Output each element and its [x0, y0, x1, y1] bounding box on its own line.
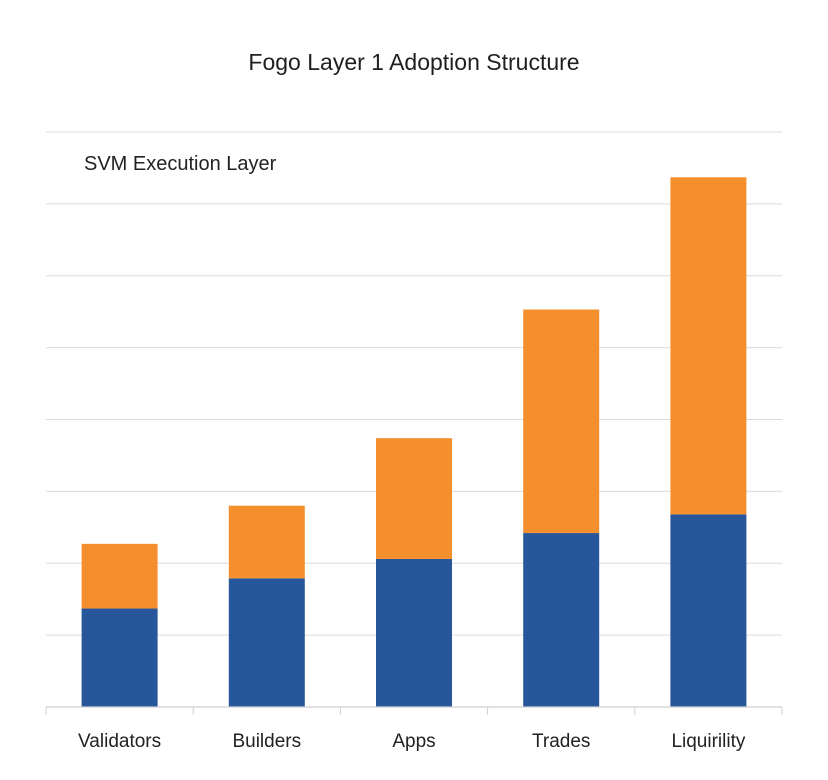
bar-apps-segment-2	[376, 438, 452, 559]
x-tick-label: Validators	[78, 731, 161, 752]
bar-apps-segment-1	[376, 558, 452, 707]
x-tick-labels: Validators Builders Apps Trades Liquirility	[78, 731, 746, 752]
x-tick-label: Trades	[532, 731, 590, 752]
x-axis	[45, 706, 783, 715]
x-tick-label: Liquirility	[671, 731, 745, 752]
bar-validators-segment-1	[81, 608, 158, 707]
bars	[81, 177, 747, 707]
x-tick-label: Apps	[392, 731, 435, 752]
bar-builders-segment-2	[228, 505, 305, 579]
chart-title: Fogo Layer 1 Adoption Structure	[248, 49, 579, 75]
x-tick-label: Builders	[232, 731, 301, 752]
bar-builders-segment-1	[228, 578, 305, 707]
chart-annotation: SVM Execution Layer	[84, 153, 277, 175]
bar-trades-segment-2	[523, 309, 600, 534]
bar-liquirility-segment-1	[670, 514, 747, 707]
bar-trades-segment-1	[523, 533, 600, 707]
bar-validators-segment-2	[81, 543, 158, 609]
bar-liquirility-segment-2	[670, 177, 747, 515]
